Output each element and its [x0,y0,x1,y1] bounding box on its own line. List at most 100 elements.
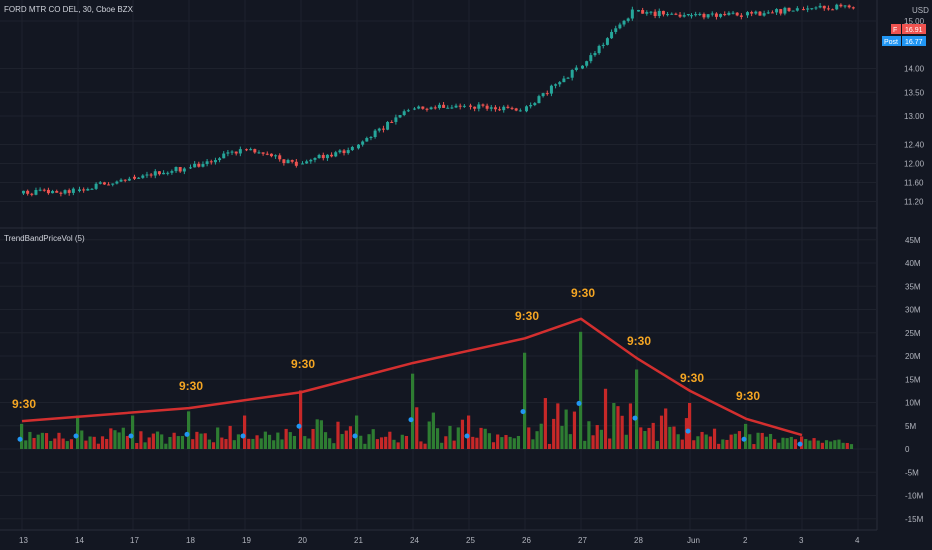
price-axis-label: 14.00 [904,65,925,74]
price-axis-label: 12.40 [904,141,925,150]
price-candle [238,149,242,154]
session-marker-dot [685,428,691,434]
price-candle [386,121,390,130]
price-candle [98,182,102,184]
volume-bar [147,437,151,449]
volume-bar [80,430,84,449]
volume-bar [319,420,323,449]
time-axis-label: 28 [634,536,643,545]
time-axis-label: 20 [298,536,307,545]
volume-pane[interactable] [17,331,854,449]
volume-axis-label: 35M [905,282,921,291]
volume-bar [639,427,643,449]
price-candle [839,4,843,7]
volume-bar [375,439,379,449]
volume-bar [587,421,591,449]
volume-bar [172,432,176,449]
volume-bar [837,439,841,449]
volume-bar [131,415,135,449]
volume-bar [583,440,587,449]
price-candle [566,77,570,79]
price-candle [34,190,38,195]
price-candle [481,104,485,106]
price-candle [489,107,493,109]
price-candle [843,5,847,7]
price-candle [558,82,562,85]
price-candle [342,150,346,154]
price-candle [446,107,450,109]
price-candle [597,45,601,54]
volume-bar [539,423,543,449]
axes-layer: 15.00 14.00 13.50 13.00 12.40 12.00 11.60 11.20… [19,17,925,545]
volume-bar [203,433,207,449]
session-marker-dot [296,423,302,429]
volume-bar [191,439,195,449]
price-candle [690,15,693,17]
volume-bar [28,431,32,449]
price-candle [42,189,46,191]
volume-bar [415,407,419,449]
volume-bar [579,331,583,449]
price-candle [462,105,466,107]
price-candle [166,172,170,174]
volume-bar [272,440,276,449]
f-badge-bg [891,24,901,34]
session-marker-dot [17,436,23,442]
volume-bar [224,439,228,449]
price-candle [174,167,178,172]
volume-bar [460,419,465,449]
volume-bar [61,438,65,449]
volume-bar [96,443,100,449]
volume-bar [151,433,155,449]
volume-bar [363,443,367,449]
volume-bar [40,432,44,449]
price-candle [38,189,42,191]
price-candle [137,177,141,179]
volume-axis-label: -15M [905,515,924,524]
volume-bar [228,425,232,449]
volume-bar [471,436,475,449]
indicator-title[interactable]: TrendBandPriceVol (5) [4,234,85,243]
price-candle [294,161,298,166]
price-candle [601,44,605,46]
price-candle [189,167,192,169]
volume-bar [808,440,812,449]
volume-bar [359,435,363,449]
price-candle [437,104,441,109]
volume-bar [348,426,353,449]
price-candle [226,152,230,154]
price-candle [350,146,354,151]
price-candle [170,171,174,173]
price-candle [637,10,640,12]
price-candle [115,181,119,184]
volume-bar [143,442,147,449]
time-axis-label: 25 [466,536,475,545]
price-candle [59,192,63,194]
price-pane[interactable] [22,3,855,197]
price-candle [381,128,385,130]
price-candle [55,191,59,193]
session-open-annotation: 9:30 [515,309,539,323]
symbol-title[interactable]: FORD MTR CO DEL, 30, Cboe BZX [4,5,134,14]
price-axis-label: 11.60 [904,179,924,188]
session-marker-dot [73,433,79,439]
volume-bar [531,439,535,449]
price-candle [666,14,670,16]
volume-bar [57,432,61,449]
session-marker-dot [352,433,358,439]
volume-bar [396,442,400,449]
price-candle [477,104,481,109]
volume-bar [419,441,423,449]
session-marker-dot [240,433,246,439]
volume-axis-label: 30M [905,306,921,315]
volume-bar [829,441,833,449]
volume-bar [435,428,440,449]
time-axis-label: 27 [578,536,587,545]
price-candle [153,171,157,176]
price-candle [286,160,290,164]
volume-bar [547,443,552,449]
volume-bar [371,429,375,449]
volume-bar [591,435,595,449]
volume-bar [700,431,704,449]
